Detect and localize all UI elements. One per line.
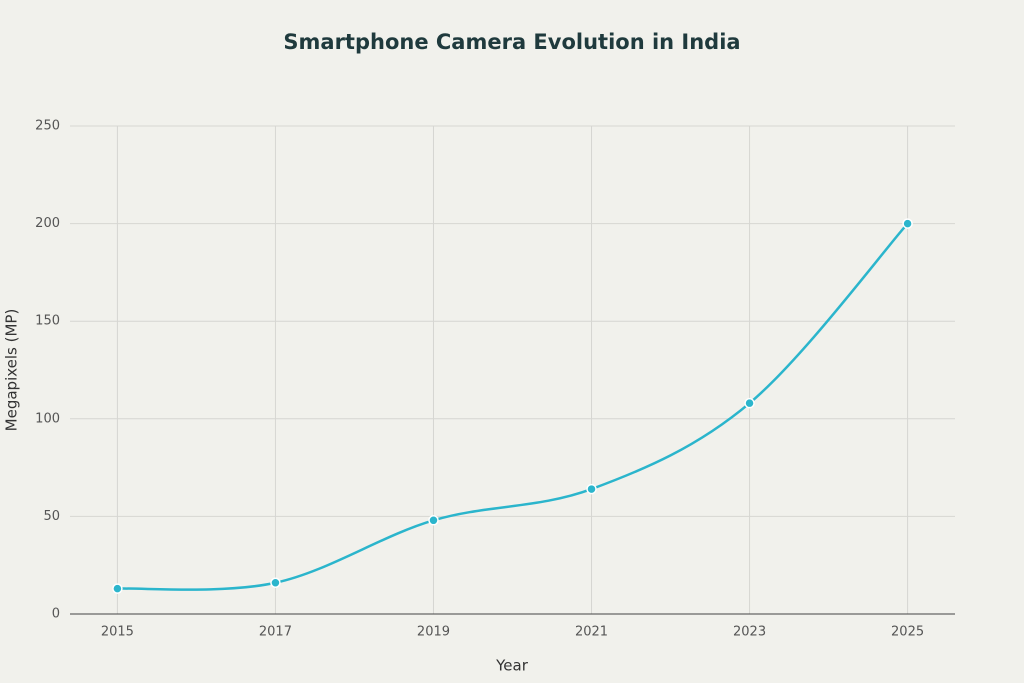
x-tick-label: 2025 (891, 625, 924, 640)
point (586, 483, 597, 495)
x-tick-label: 2019 (417, 625, 450, 640)
x-tick-label: 2023 (733, 625, 766, 640)
line (117, 222, 909, 591)
y-tick-label: 250 (35, 119, 60, 134)
point (744, 397, 755, 409)
chart-title: Smartphone Camera Evolution in India (283, 30, 740, 54)
y-axis-label: Megapixels (MP) (3, 309, 21, 432)
x-axis-label: Year (495, 657, 529, 675)
point (112, 583, 123, 594)
y-tick-label: 100 (35, 411, 60, 426)
point (428, 515, 439, 526)
y-tick-label: 150 (35, 314, 60, 329)
point (902, 218, 913, 229)
x-tick-label: 2021 (575, 625, 608, 640)
y-tick-label: 200 (35, 216, 60, 231)
x-tick-label: 2017 (259, 625, 292, 640)
y-tick-label: 50 (43, 509, 60, 524)
x-tick-label: 2015 (101, 625, 134, 640)
y-tick-label: 0 (52, 607, 60, 622)
point (270, 577, 281, 589)
